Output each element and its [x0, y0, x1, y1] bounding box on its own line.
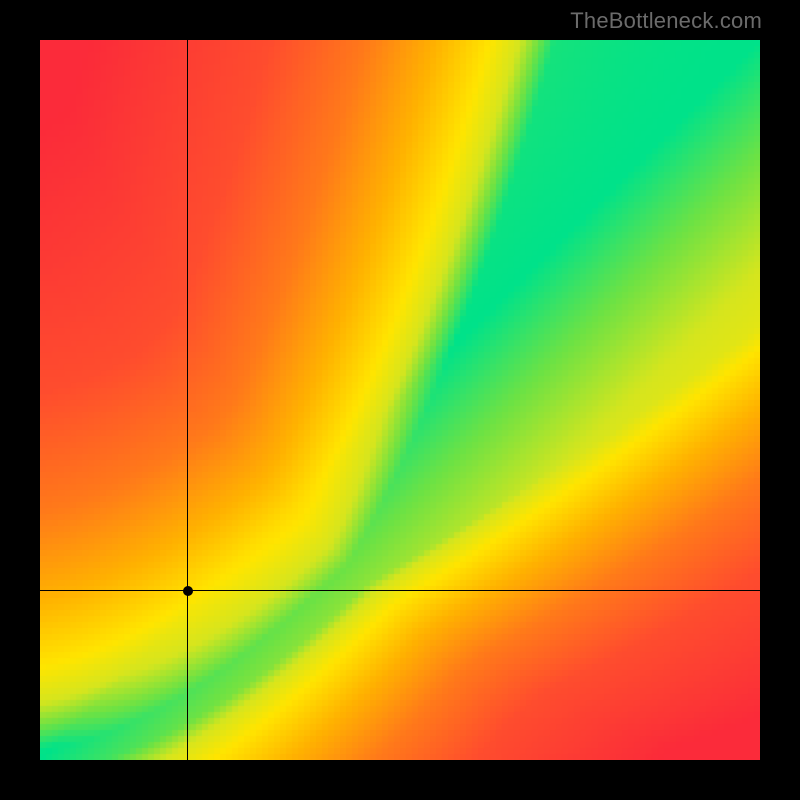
crosshair-marker	[183, 586, 193, 596]
bottleneck-heatmap	[40, 40, 760, 760]
crosshair-horizontal	[40, 590, 760, 591]
figure-root: TheBottleneck.com	[0, 0, 800, 800]
crosshair-vertical	[187, 40, 188, 760]
watermark-text: TheBottleneck.com	[570, 8, 762, 34]
